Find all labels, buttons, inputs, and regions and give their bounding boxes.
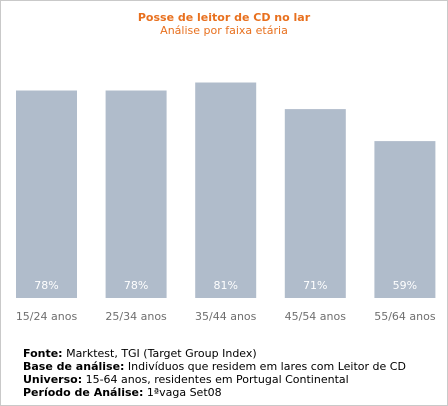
footer-universe: Universo: 15-64 anos, residentes em Port… [23, 373, 406, 386]
footer-source: Fonte: Marktest, TGI (Target Group Index… [23, 347, 406, 360]
footer-base-text: Indivíduos que residem em lares com Leit… [124, 360, 406, 373]
footer-universe-label: Universo: [23, 373, 83, 386]
chart-title: Posse de leitor de CD no lar [137, 11, 311, 24]
bar-5 [374, 141, 436, 298]
footer-period-text: 1ªvaga Set08 [143, 386, 222, 399]
bar-chart: 78% 15/24 anos 78% 25/34 anos 81% 35/44 anos 7… [16, 82, 436, 323]
bar-4 [284, 109, 346, 298]
footer-period-label: Período de Análise: [23, 386, 144, 399]
footer-base: Base de análise: Indivíduos que residem … [23, 360, 406, 373]
bar-2 [105, 90, 167, 298]
footer-period: Período de Análise: 1ªvaga Set08 [23, 386, 406, 399]
chart-footer: Fonte: Marktest, TGI (Target Group Index… [23, 347, 406, 399]
category-label-4: 45/54 anos [285, 310, 347, 323]
category-label-1: 15/24 anos [16, 310, 78, 323]
footer-source-label: Fonte: [23, 347, 63, 360]
category-label-2: 25/34 anos [105, 310, 167, 323]
chart-subtitle: Análise por faixa etária [160, 24, 288, 37]
footer-universe-text: 15-64 anos, residentes em Portugal Conti… [82, 373, 349, 386]
category-label-3: 35/44 anos [195, 310, 257, 323]
bar-3 [195, 82, 257, 298]
bar-value-label-1: 78% [34, 279, 58, 292]
footer-source-text: Marktest, TGI (Target Group Index) [62, 347, 257, 360]
bar-1 [16, 90, 77, 298]
bar-value-label-3: 81% [213, 279, 237, 292]
bar-value-label-4: 71% [303, 279, 327, 292]
category-label-5: 55/64 anos [374, 310, 436, 323]
footer-base-label: Base de análise: [23, 360, 125, 373]
bar-value-label-5: 59% [393, 279, 417, 292]
bar-value-label-2: 78% [124, 279, 148, 292]
